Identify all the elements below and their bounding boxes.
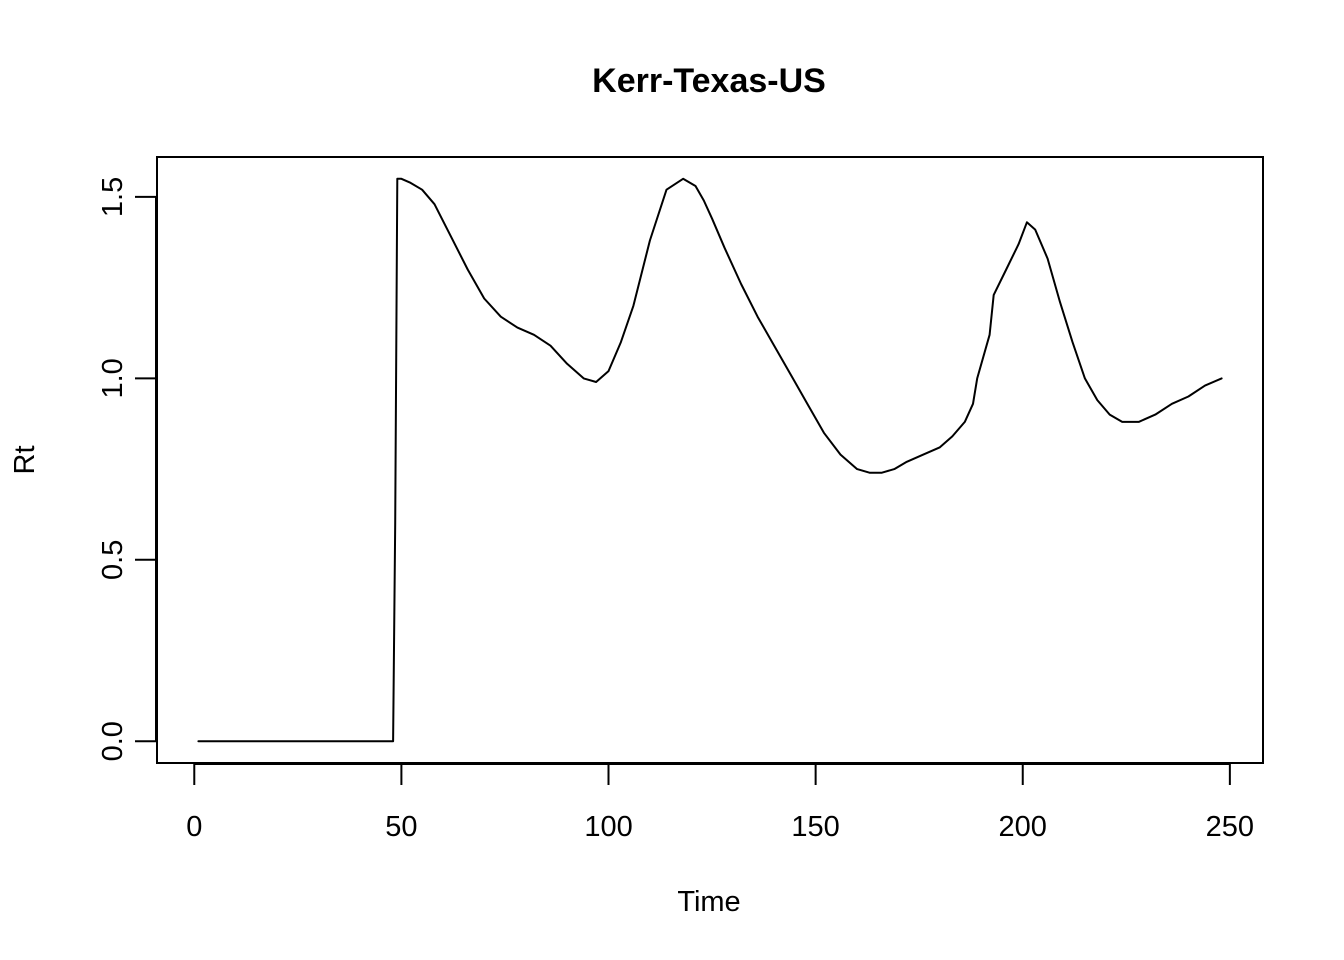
plot-frame — [156, 156, 1264, 764]
y-tick-label: 1.5 — [97, 177, 129, 217]
chart-title: Kerr-Texas-US — [592, 62, 826, 100]
y-tick-label: 0.0 — [97, 721, 129, 761]
x-tick-label: 200 — [999, 811, 1047, 843]
rt-series-line — [197, 177, 1223, 743]
x-axis-label: Time — [677, 886, 740, 918]
y-axis-label: Rt — [9, 446, 41, 475]
y-tick-label: 0.5 — [97, 540, 129, 580]
y-axis: 0.0 0.5 1.0 1.5 — [97, 177, 157, 761]
x-tick-label: 250 — [1206, 811, 1254, 843]
x-tick-label: 150 — [791, 811, 839, 843]
x-axis: 0 50 100 150 200 250 — [186, 763, 1254, 843]
x-tick-label: 0 — [186, 811, 202, 843]
x-tick-label: 100 — [584, 811, 632, 843]
x-tick-label: 50 — [385, 811, 417, 843]
y-tick-label: 1.0 — [97, 358, 129, 398]
